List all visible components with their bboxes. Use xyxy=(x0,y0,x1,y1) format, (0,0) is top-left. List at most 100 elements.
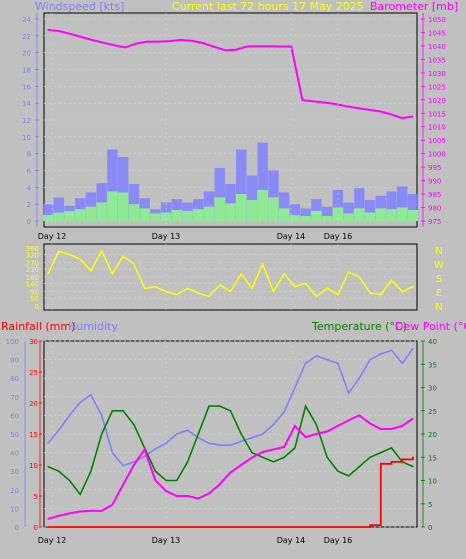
dewpoint-point xyxy=(337,425,339,427)
rainfall-point xyxy=(315,526,317,528)
barometer-tick-label: 1030 xyxy=(428,70,446,78)
windspeed-tick-label: 18 xyxy=(22,67,31,75)
windspeed-bar xyxy=(354,188,365,221)
chart-title: Current last 72 hours 17 May 2025 xyxy=(172,0,364,13)
direction-point xyxy=(90,269,92,272)
rainfall-point xyxy=(390,461,393,463)
rainfall-tick-label: 5 xyxy=(34,493,38,501)
windspeed-tick-label: 8 xyxy=(27,151,31,159)
windavg-bar xyxy=(354,208,365,221)
windspeed-bar xyxy=(364,199,376,221)
barometer-axis-label: Barometer [mb] xyxy=(370,0,458,13)
barometer-point xyxy=(323,101,326,104)
barometer-point xyxy=(47,29,49,31)
dewpoint-point xyxy=(412,417,414,420)
humidity-point xyxy=(272,424,275,426)
temperature-point xyxy=(219,405,221,407)
temperature-point xyxy=(58,470,60,472)
dewpoint-point xyxy=(47,518,49,520)
barometer-point xyxy=(301,99,303,101)
compass-label: N xyxy=(435,302,442,313)
barometer-point xyxy=(224,49,226,51)
rainfall-point xyxy=(176,526,178,528)
windspeed-tick-label: 0 xyxy=(27,218,31,226)
temperature-point xyxy=(326,456,328,458)
direction-point xyxy=(347,271,350,273)
direction-point xyxy=(144,287,146,289)
humidity-tick-label: 60 xyxy=(10,412,19,420)
humidity-point xyxy=(111,452,114,454)
barometer-point xyxy=(268,45,270,47)
windavg-bar xyxy=(160,212,172,221)
barometer-point xyxy=(80,36,82,38)
humidity-point xyxy=(176,433,178,435)
rainfall-point xyxy=(165,526,167,528)
windavg-bar xyxy=(53,212,64,221)
windspeed-tick-label: 10 xyxy=(22,134,31,142)
windspeed-axis-label: Windspeed [kts] xyxy=(35,0,124,13)
barometer-point xyxy=(169,40,171,42)
dewpoint-point xyxy=(305,436,307,438)
windavg-bar xyxy=(343,213,354,221)
temperature-point xyxy=(262,456,264,458)
humidity-point xyxy=(315,355,317,357)
rainfall-point xyxy=(133,526,135,528)
rainfall-point xyxy=(369,524,371,526)
barometer-point xyxy=(390,113,392,115)
windavg-bar xyxy=(300,215,311,221)
direction-point xyxy=(337,294,339,296)
barometer-point xyxy=(235,49,237,51)
humidity-point xyxy=(90,394,92,396)
barometer-tick-label: 1050 xyxy=(428,16,446,24)
windspeed-bar xyxy=(246,175,258,221)
direction-point xyxy=(133,263,135,265)
direction-point xyxy=(176,294,178,296)
rainfall-tick-label: 20 xyxy=(29,400,38,408)
dewpoint-point xyxy=(219,483,221,485)
windavg-bar xyxy=(386,209,397,221)
windspeed-bar xyxy=(42,204,54,221)
temperature-point xyxy=(208,405,210,407)
direction-point xyxy=(79,258,81,260)
dewpoint-point xyxy=(251,456,253,459)
barometer-point xyxy=(135,42,138,45)
wind-day-label: Day 12 xyxy=(38,232,67,241)
wind-day-label: Day 14 xyxy=(277,232,306,241)
temperature-point xyxy=(133,424,135,426)
windspeed-tick-label: 14 xyxy=(22,100,31,108)
dewpoint-point xyxy=(165,490,167,492)
windavg-bar xyxy=(375,208,387,221)
temperature-point xyxy=(305,405,307,407)
windspeed-bar xyxy=(268,170,279,221)
rainfall-point xyxy=(186,526,189,528)
rainfall-point xyxy=(337,526,339,528)
rainfall-point xyxy=(47,526,49,528)
dewpoint-point xyxy=(369,422,371,425)
temperature-point xyxy=(412,465,414,468)
windspeed-bar xyxy=(386,191,397,221)
rainfall-point xyxy=(358,526,360,528)
dewpoint-point xyxy=(176,495,178,497)
temperature-point xyxy=(294,447,296,449)
humidity-point xyxy=(122,465,124,467)
windspeed-bar xyxy=(332,189,344,221)
direction-tick-label: 50 xyxy=(30,295,39,303)
humidity-point xyxy=(369,359,371,361)
windavg-bar xyxy=(397,207,408,221)
temperature-tick-label: 0 xyxy=(428,524,432,532)
barometer-point xyxy=(191,40,193,42)
temperature-point xyxy=(380,452,382,454)
barometer-point xyxy=(180,39,182,41)
dewpoint-point xyxy=(347,419,350,421)
temperature-tick-label: 40 xyxy=(428,338,437,346)
dewpoint-point xyxy=(197,497,199,500)
temperature-point xyxy=(68,479,71,482)
temperature-point xyxy=(165,479,167,482)
windspeed-bar xyxy=(117,157,129,221)
humidity-tick-label: 40 xyxy=(10,450,19,458)
barometer-tick-label: 980 xyxy=(428,205,441,213)
direction-point xyxy=(283,273,285,275)
humidity-point xyxy=(347,392,350,394)
humidity-point xyxy=(283,411,285,413)
